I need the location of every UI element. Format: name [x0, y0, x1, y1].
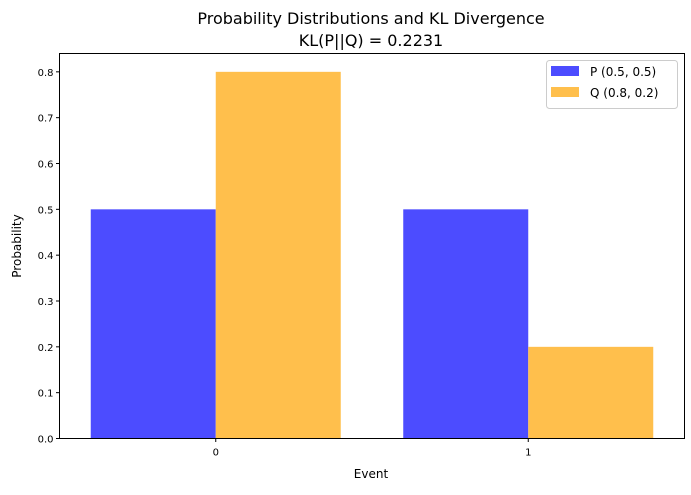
bar-p-1: [403, 209, 529, 439]
bar-q-0: [215, 71, 341, 439]
y-tick-label: 0.4: [38, 251, 54, 262]
legend-swatch-q: [551, 87, 579, 97]
x-axis-label: Event: [354, 467, 389, 481]
x-tick-label: 1: [525, 448, 531, 459]
y-tick-label: 0.0: [38, 435, 54, 446]
y-tick-label: 0.5: [38, 205, 54, 216]
chart-title: Probability Distributions and KL Diverge…: [197, 9, 544, 28]
y-tick-label: 0.3: [38, 297, 54, 308]
legend-frame: [546, 60, 678, 109]
legend-label-q: Q (0.8, 0.2): [590, 86, 658, 100]
legend-swatch-p: [551, 66, 579, 76]
y-tick-label: 0.1: [38, 389, 54, 400]
y-tick-label: 0.7: [38, 114, 54, 125]
chart-subtitle: KL(P||Q) = 0.2231: [299, 31, 443, 50]
legend: P (0.5, 0.5) Q (0.8, 0.2): [546, 60, 678, 109]
bar-p-0: [90, 209, 216, 439]
y-tick-label: 0.8: [38, 68, 54, 79]
legend-label-p: P (0.5, 0.5): [590, 65, 656, 79]
plot-frame: [59, 53, 685, 439]
x-tick-label: 0: [213, 448, 219, 459]
y-axis-label: Probability: [10, 214, 24, 277]
y-tick-label: 0.6: [38, 160, 54, 171]
bar-q-1: [528, 346, 654, 439]
y-tick-label: 0.2: [38, 343, 54, 354]
